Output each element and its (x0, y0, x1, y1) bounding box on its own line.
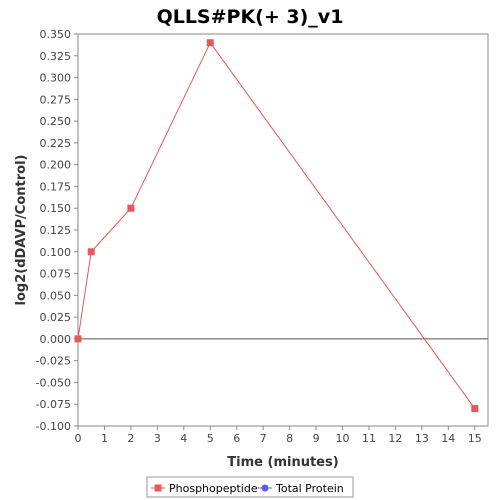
legend-box (146, 476, 354, 498)
x-tick-label: 11 (362, 432, 376, 445)
plot-area (74, 33, 489, 427)
y-tick-label: -0.075 (36, 398, 71, 411)
y-tick-label: -0.025 (36, 355, 71, 368)
y-tick-label: 0.325 (40, 50, 72, 63)
y-tick-label: 0.275 (40, 93, 72, 106)
x-tick-label: 6 (233, 432, 240, 445)
y-tick-label: 0.250 (40, 115, 72, 128)
x-tick-label: 4 (180, 432, 187, 445)
x-tick-label: 12 (388, 432, 402, 445)
legend-label: Total Protein (275, 482, 344, 495)
data-point (127, 204, 135, 212)
y-tick-label: -0.100 (36, 420, 71, 433)
chart-title: QLLS#PK(+ 3)_v1 (157, 6, 344, 28)
x-axis: 0 1 2 3 4 5 6 7 8 9 10 11 12 13 14 15 (75, 426, 482, 445)
x-tick-label: 8 (286, 432, 293, 445)
plot-frame (77, 33, 489, 427)
legend: Phosphopeptide Total Protein (146, 476, 354, 498)
x-tick-label: 5 (207, 432, 214, 445)
data-point (87, 248, 95, 256)
x-tick-label: 9 (313, 432, 320, 445)
data-point (206, 39, 214, 47)
x-tick-label: 1 (101, 432, 108, 445)
legend-marker-circle (261, 484, 269, 492)
y-tick-label: 0.100 (40, 246, 72, 259)
legend-marker-square (154, 484, 162, 492)
x-tick-label: 7 (260, 432, 267, 445)
x-tick-label: 2 (127, 432, 134, 445)
y-tick-label: 0.075 (40, 268, 72, 281)
y-tick-label: 0.125 (40, 224, 72, 237)
x-tick-label: 14 (441, 432, 455, 445)
y-tick-label: 0.000 (40, 333, 72, 346)
y-tick-label: 0.175 (40, 180, 72, 193)
y-tick-label: 0.300 (40, 72, 72, 85)
x-tick-label: 13 (415, 432, 429, 445)
y-tick-label: 0.025 (40, 311, 72, 324)
x-tick-label: 3 (154, 432, 161, 445)
y-tick-label: 0.225 (40, 137, 72, 150)
y-axis: -0.100 -0.075 -0.050 -0.025 0.000 0.025 0.050 0… (36, 28, 78, 433)
x-tick-label: 0 (75, 432, 82, 445)
y-tick-label: 0.050 (40, 289, 72, 302)
x-tick-label: 10 (336, 432, 350, 445)
x-axis-label: Time (minutes) (227, 455, 338, 470)
y-tick-label: 0.350 (40, 28, 72, 41)
y-axis-label: log2(dDAVP/Control) (14, 155, 29, 306)
y-tick-label: -0.050 (36, 376, 71, 389)
x-tick-label: 15 (468, 432, 482, 445)
y-tick-label: 0.150 (40, 202, 72, 215)
legend-label: Phosphopeptide (169, 482, 258, 495)
y-tick-label: 0.200 (40, 159, 72, 172)
data-point (471, 405, 479, 413)
